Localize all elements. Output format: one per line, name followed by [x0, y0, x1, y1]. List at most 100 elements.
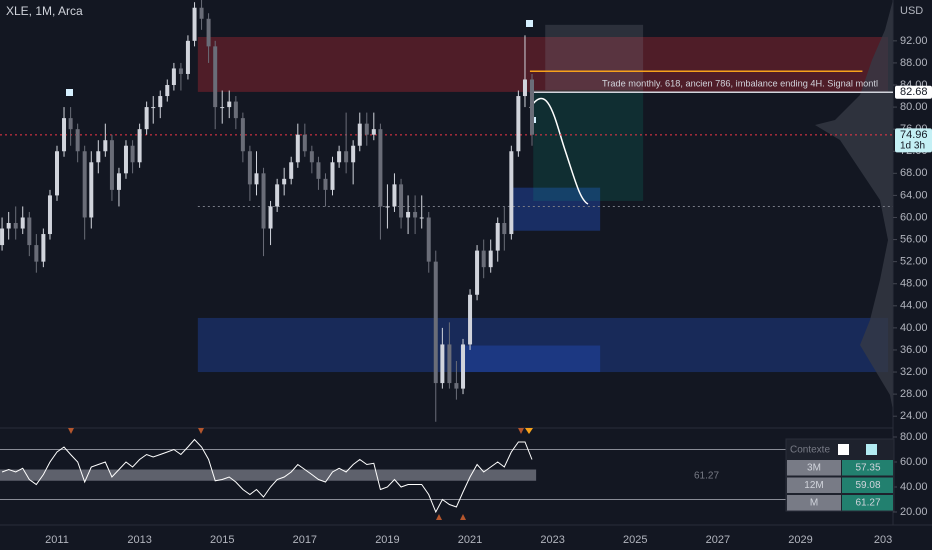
- volume-profile: [815, 0, 893, 410]
- table-row-value: 59.08: [855, 480, 880, 491]
- candle-body: [357, 123, 362, 146]
- candle-body: [426, 217, 431, 262]
- candle-body: [192, 7, 197, 41]
- zone: [197, 36, 889, 92]
- price-label-sub: 1d 3h: [900, 141, 925, 152]
- candle-body: [475, 250, 480, 295]
- candle-body: [185, 40, 190, 74]
- y-tick-label: 28.00: [900, 388, 928, 400]
- candle-body: [20, 217, 25, 229]
- y-tick-label: 40.00: [900, 322, 928, 334]
- y-tick-label: 44.00: [900, 300, 928, 312]
- candle-body: [413, 211, 418, 218]
- candle-body: [144, 107, 149, 130]
- annotation: Trade monthly. 618, ancien 786, imbalanc…: [602, 79, 878, 90]
- projection-curve: [529, 97, 589, 205]
- candle-body: [295, 134, 300, 163]
- table-header: Contexte: [790, 445, 830, 456]
- candle-body: [488, 250, 493, 268]
- table-row-value: 61.27: [855, 498, 880, 509]
- table-cell: [787, 477, 841, 493]
- candle-body: [289, 162, 294, 179]
- candle-body: [55, 151, 59, 196]
- price-label: 82.68: [900, 86, 928, 98]
- candle-body: [330, 162, 335, 190]
- x-tick-label: 2029: [788, 534, 812, 546]
- candle-body: [516, 96, 521, 152]
- candle-body: [344, 151, 349, 163]
- y-tick-label: 52.00: [900, 256, 928, 268]
- candle-body: [309, 151, 314, 163]
- candle-body: [158, 96, 163, 108]
- y-tick-label: 88.00: [900, 57, 928, 69]
- y-tick-label: 32.00: [900, 366, 928, 378]
- candle-body: [109, 140, 114, 190]
- candle-body: [302, 134, 307, 152]
- candle-body: [378, 129, 383, 207]
- candle-body: [351, 145, 356, 163]
- candle-body: [27, 217, 32, 246]
- candle-body: [337, 151, 342, 163]
- y-tick-label: 92.00: [900, 35, 928, 47]
- candle-body: [199, 7, 204, 19]
- y-tick-label: 68.00: [900, 167, 928, 179]
- y-tick-label: 36.00: [900, 344, 928, 356]
- candle-body: [206, 18, 211, 47]
- candle-body: [13, 223, 18, 229]
- x-tick-label: 203: [874, 534, 892, 546]
- x-tick-label: 2013: [127, 534, 151, 546]
- candle-body: [247, 151, 252, 185]
- x-tick-label: 2025: [623, 534, 647, 546]
- x-tick-label: 2011: [45, 534, 69, 546]
- rsi-marker: [518, 428, 524, 434]
- candle-body: [385, 206, 390, 208]
- y-tick-label: 56.00: [900, 233, 928, 245]
- candle-body: [371, 129, 376, 135]
- candle-body: [440, 344, 445, 384]
- candle-body: [47, 195, 52, 235]
- x-tick-label: 2015: [210, 534, 234, 546]
- table-icon: [866, 444, 877, 455]
- rsi-line: [1, 438, 533, 514]
- candle-body: [68, 118, 73, 130]
- candle-body: [509, 151, 514, 235]
- zone: [197, 317, 889, 373]
- table-row-label: 3M: [807, 463, 821, 474]
- candle-body: [151, 107, 156, 109]
- price-label-box: [895, 85, 932, 99]
- candle-body: [233, 101, 238, 119]
- candle-body: [103, 140, 108, 152]
- candle-body: [0, 228, 5, 246]
- rsi-marker: [460, 514, 466, 520]
- candle-body: [227, 101, 232, 108]
- x-tick-label: 2023: [540, 534, 564, 546]
- candle-body: [171, 68, 176, 86]
- rsi-marker: [525, 428, 533, 434]
- rsi-value-label: 61.27: [694, 471, 719, 482]
- candle-body: [392, 184, 397, 207]
- candle-body: [522, 79, 527, 97]
- table-cell: [842, 477, 893, 493]
- chart-title: XLE, 1M, Arca: [6, 4, 83, 18]
- candle-body: [268, 206, 273, 229]
- candle-body: [399, 184, 404, 218]
- table-cell: [842, 460, 893, 476]
- table-cell: [787, 460, 841, 476]
- candle-body: [530, 79, 534, 135]
- y-tick-label: 24.00: [900, 410, 928, 422]
- rsi-marker: [68, 428, 74, 434]
- y-tick-label: 60.00: [900, 211, 928, 223]
- zone: [545, 24, 644, 90]
- rsi-band: [0, 469, 537, 481]
- price-label-box: [895, 128, 932, 153]
- table-row-value: 57.35: [855, 463, 880, 474]
- signal-marker: [526, 20, 533, 27]
- candle-body: [75, 129, 80, 152]
- y-tick-label: 64.00: [900, 189, 928, 201]
- candle-body: [96, 151, 101, 163]
- candle-body: [6, 223, 11, 229]
- y-tick-label: 60.00: [900, 456, 928, 468]
- x-tick-label: 2017: [293, 534, 317, 546]
- table-row-label: M: [810, 498, 818, 509]
